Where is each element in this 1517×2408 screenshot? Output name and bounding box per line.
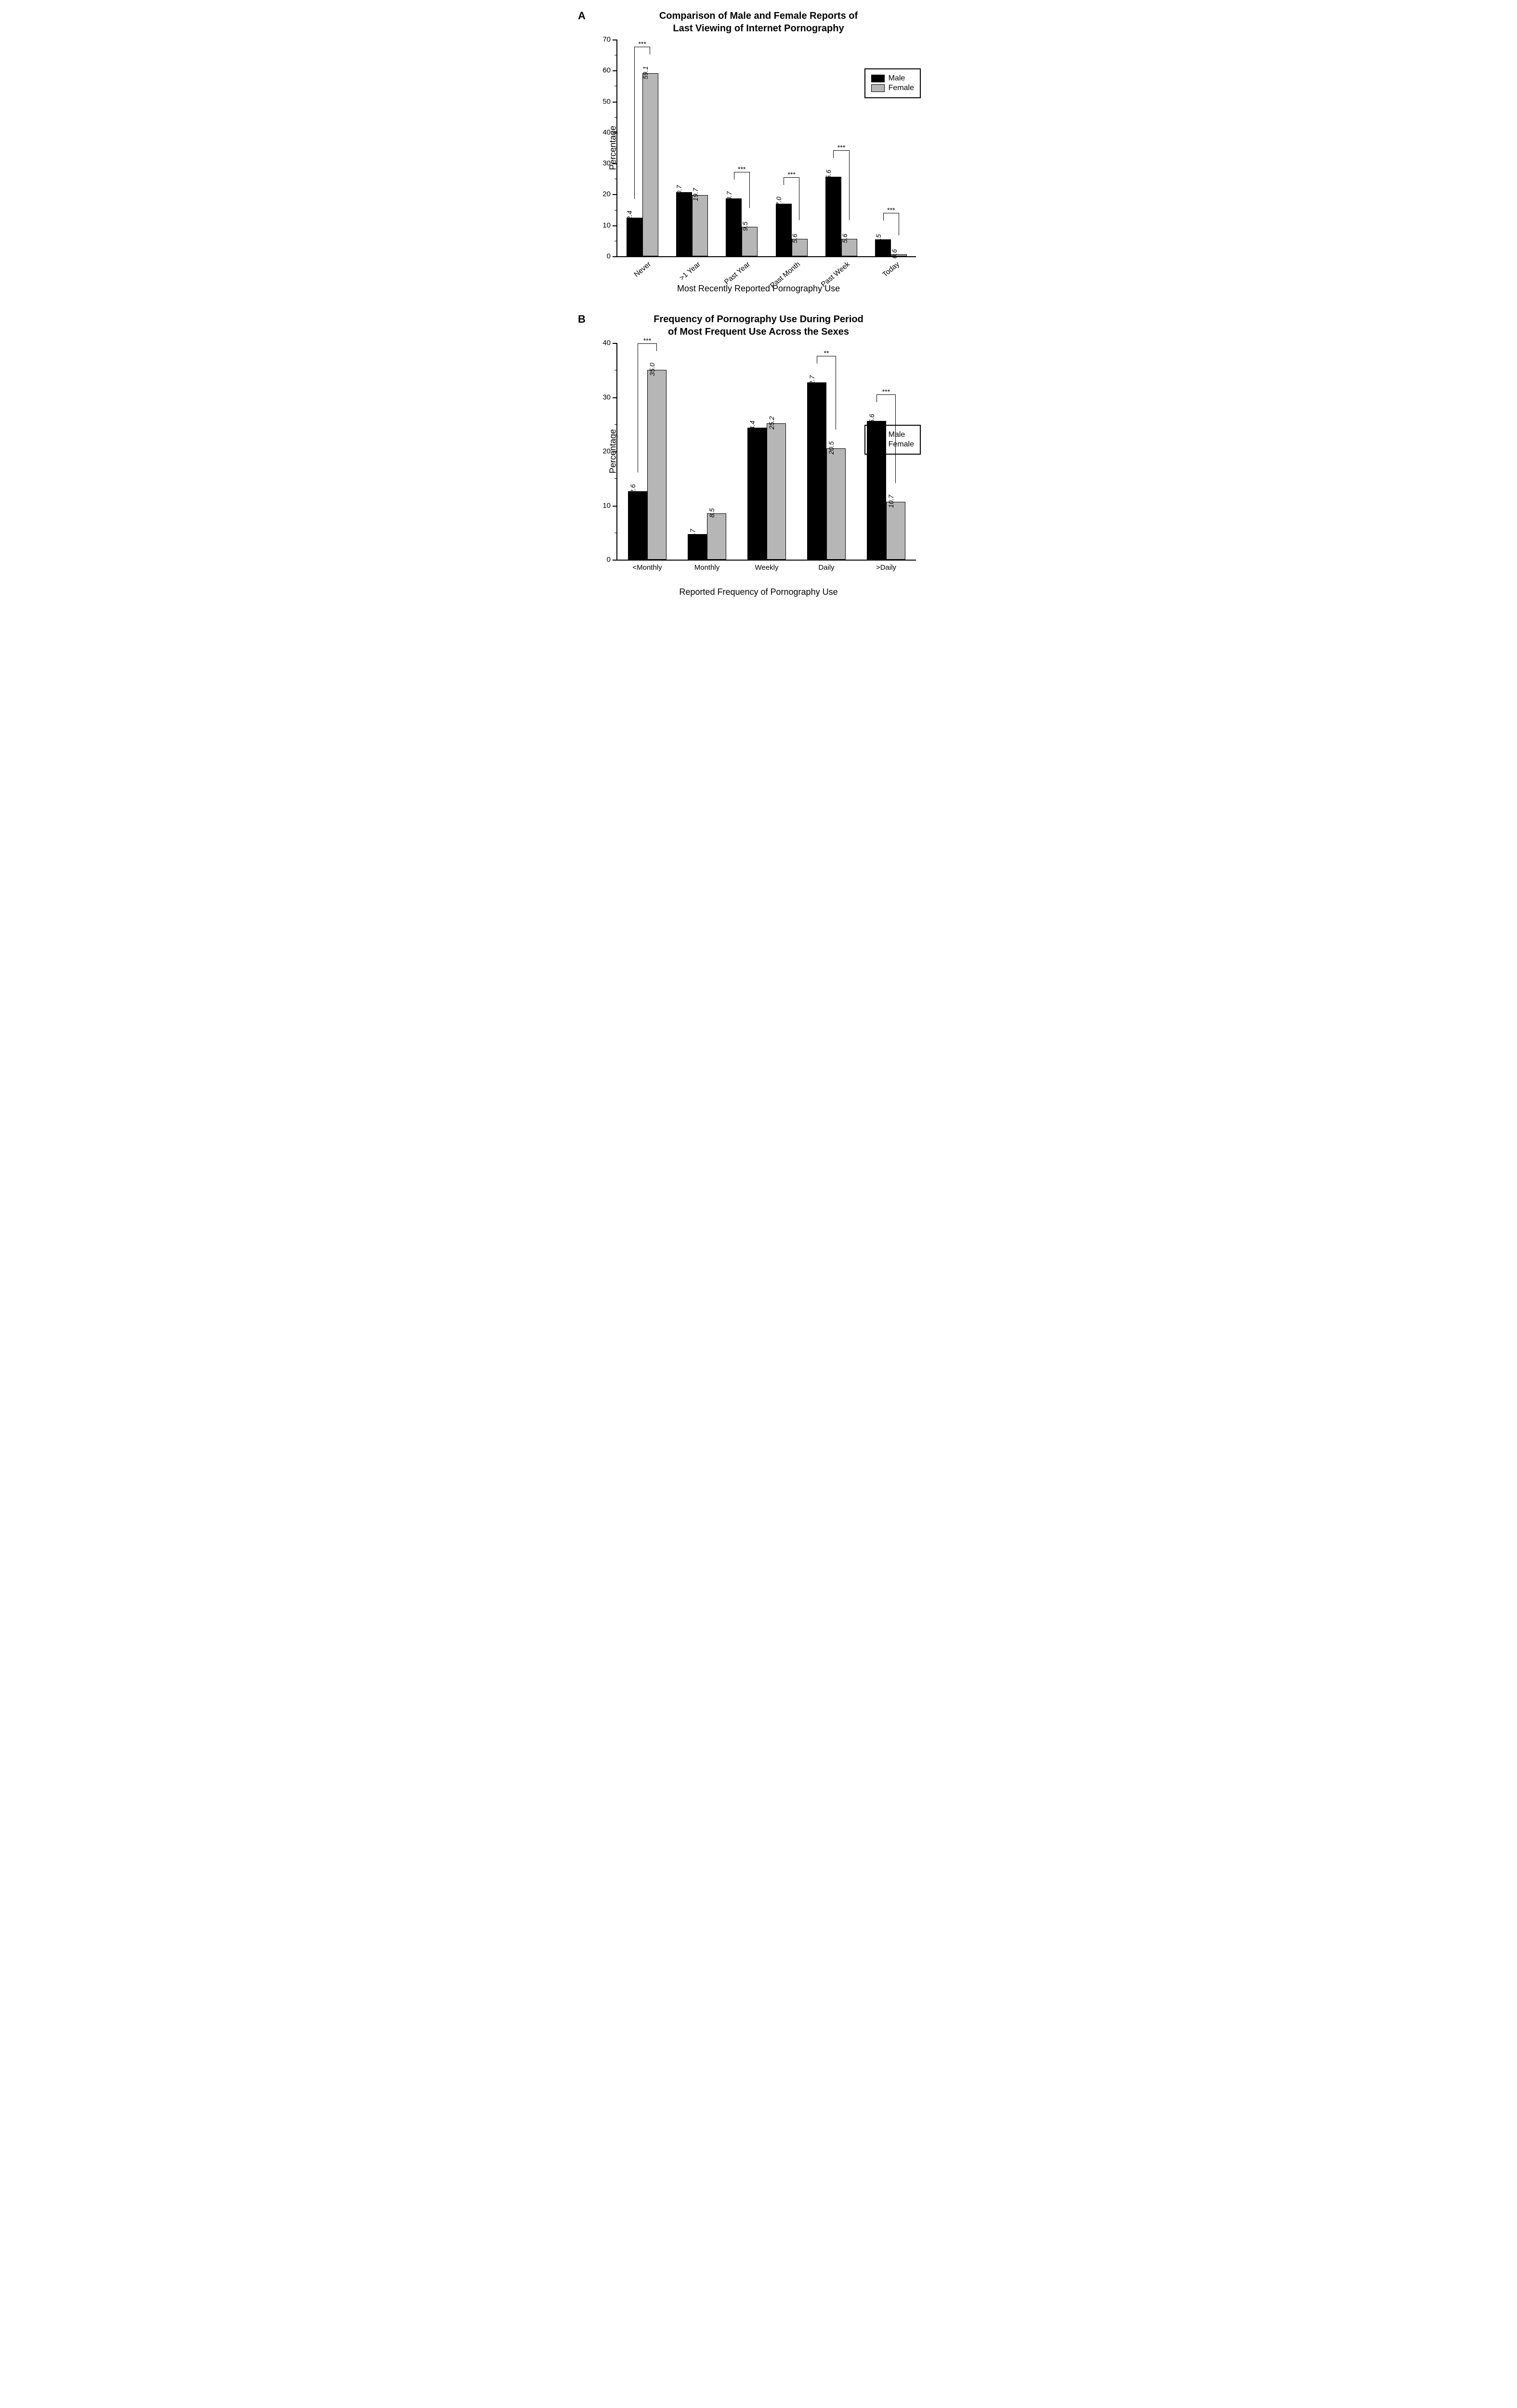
legend-label-male: Male [889, 74, 905, 83]
bar-value-label: 25.6 [868, 414, 876, 427]
y-tick-label: 20 [602, 190, 617, 198]
panel-b: B Frequency of Pornography Use During Pe… [578, 313, 939, 597]
bar-female: 0.6 [891, 254, 907, 256]
panel-a: A Comparison of Male and Female Reports … [578, 10, 939, 294]
panel-b-label: B [578, 313, 586, 326]
y-tick-label: 50 [602, 97, 617, 105]
significance-stars: *** [887, 207, 895, 213]
significance-stars: *** [882, 388, 890, 395]
panel-a-plot: Percentage Male Female 010203040506070Ne… [616, 39, 916, 257]
legend-row: Female [871, 84, 914, 92]
significance-stars: *** [738, 166, 745, 172]
y-tick-label: 40 [602, 339, 617, 347]
bar-male: 32.7 [807, 382, 826, 560]
bar-female: 25.2 [767, 423, 786, 560]
significance-stars: *** [638, 40, 646, 47]
y-tick-label: 70 [602, 36, 617, 44]
bar-value-label: 20.5 [827, 442, 836, 455]
x-tick-label: Daily [818, 563, 834, 572]
panel-a-legend: Male Female [864, 68, 921, 98]
bar-value-label: 12.4 [626, 211, 634, 224]
significance-bracket: *** [784, 177, 799, 178]
y-tick-label: 0 [607, 556, 617, 564]
bar-value-label: 25.6 [824, 170, 833, 183]
bar-male: 25.6 [825, 177, 841, 256]
significance-stars: *** [643, 337, 651, 344]
x-tick-label: Weekly [755, 563, 779, 572]
bar-value-label: 17.0 [775, 196, 784, 209]
bar-female: 19.7 [692, 195, 708, 256]
bar-male: 25.6 [867, 421, 886, 560]
bar-female: 10.7 [886, 502, 905, 560]
bar-male: 24.4 [747, 428, 767, 560]
bar-value-label: 24.4 [748, 420, 757, 433]
panel-b-title: Frequency of Pornography Use During Peri… [578, 313, 939, 338]
panel-a-xlabel: Most Recently Reported Pornography Use [578, 284, 939, 294]
significance-bracket: *** [638, 343, 657, 344]
legend-label-female: Female [889, 84, 914, 92]
y-tick-label: 40 [602, 128, 617, 136]
y-tick-label: 30 [602, 393, 617, 401]
bar-value-label: 8.5 [708, 509, 717, 518]
panel-a-title: Comparison of Male and Female Reports of… [578, 10, 939, 35]
bar-value-label: 19.7 [692, 188, 700, 201]
y-tick-label: 20 [602, 447, 617, 456]
bar-value-label: 5.5 [875, 234, 883, 243]
legend-label-female: Female [889, 440, 914, 449]
x-tick-label: <Monthly [632, 563, 662, 572]
y-tick-label: 10 [602, 501, 617, 510]
bar-male: 12.6 [628, 491, 647, 560]
significance-bracket: *** [833, 150, 849, 151]
panel-b-plot: Percentage Male Female 010203040<Monthly… [616, 343, 916, 561]
bar-value-label: 0.6 [890, 249, 899, 258]
y-tick-label: 0 [607, 252, 617, 261]
bar-value-label: 59.1 [641, 66, 650, 79]
significance-stars: ** [824, 350, 829, 356]
legend-swatch-male [871, 75, 885, 82]
x-tick-label: >Daily [876, 563, 896, 572]
bar-male: 4.7 [688, 534, 707, 560]
y-tick-label: 30 [602, 159, 617, 168]
bar-value-label: 4.7 [689, 529, 697, 538]
bar-female: 8.5 [707, 513, 726, 560]
figure: A Comparison of Male and Female Reports … [578, 10, 939, 597]
significance-bracket: *** [876, 394, 896, 395]
bar-female: 5.6 [792, 239, 808, 256]
panel-a-label: A [578, 10, 586, 22]
bar-value-label: 20.7 [675, 185, 684, 198]
bar-male: 5.5 [875, 239, 891, 256]
bar-female: 35.0 [647, 370, 667, 560]
bar-female: 20.5 [826, 448, 846, 560]
y-tick-label: 60 [602, 66, 617, 75]
bar-value-label: 5.6 [791, 234, 799, 243]
bar-female: 9.5 [742, 227, 758, 256]
significance-stars: *** [787, 171, 795, 178]
bar-male: 18.7 [726, 198, 742, 256]
legend-label-male: Male [889, 431, 905, 439]
bar-value-label: 9.5 [741, 222, 750, 231]
significance-stars: *** [837, 144, 845, 151]
bar-male: 20.7 [676, 192, 692, 256]
bar-male: 12.4 [627, 218, 642, 256]
bar-female: 5.6 [841, 239, 857, 256]
bar-value-label: 32.7 [808, 376, 817, 389]
bar-value-label: 25.2 [768, 416, 776, 429]
x-tick-label: Monthly [694, 563, 720, 572]
panel-b-xlabel: Reported Frequency of Pornography Use [578, 587, 939, 597]
bar-male: 17.0 [776, 204, 792, 256]
bar-value-label: 5.6 [841, 234, 850, 243]
bar-value-label: 35.0 [648, 363, 657, 376]
bar-value-label: 10.7 [887, 495, 896, 508]
y-tick-label: 10 [602, 221, 617, 229]
bar-female: 59.1 [642, 73, 658, 256]
bar-value-label: 18.7 [725, 191, 734, 204]
bar-value-label: 12.6 [629, 484, 638, 497]
legend-row: Male [871, 74, 914, 83]
legend-swatch-female [871, 84, 885, 92]
